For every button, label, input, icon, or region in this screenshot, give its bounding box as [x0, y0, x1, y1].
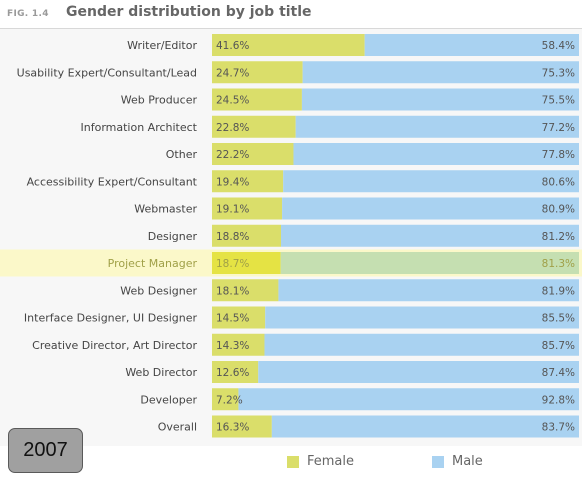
data-label-female-interface-designer-ui-designer: 14.5% — [216, 313, 249, 325]
bar-female-webmaster — [212, 197, 283, 220]
bar-male-creative-director-art-director — [264, 333, 579, 356]
data-label-male-accessibility-expert-consultant: 80.6% — [542, 176, 575, 188]
bar-male-web-producer — [301, 88, 579, 111]
bar-male-project-manager — [280, 252, 579, 274]
bar-female-interface-designer-ui-designer — [212, 306, 266, 329]
bar-female-accessibility-expert-consultant — [212, 170, 284, 193]
plot-area: Writer/Editor 41.6% 58.4% Usability Expert/… — [0, 29, 582, 446]
data-label-male-designer: 81.2% — [542, 231, 575, 243]
bar-male-interface-designer-ui-designer — [265, 306, 579, 329]
category-label-webmaster: Webmaster — [134, 203, 197, 216]
data-label-male-web-designer: 81.9% — [542, 285, 575, 297]
data-label-male-webmaster: 80.9% — [542, 204, 575, 216]
data-label-female-web-producer: 24.5% — [216, 95, 249, 107]
bar-male-webmaster — [282, 197, 579, 220]
bar-female-overall — [212, 415, 272, 438]
bar-male-web-director — [258, 361, 579, 383]
bar-female-developer — [212, 388, 239, 411]
data-label-male-developer: 92.8% — [542, 394, 575, 406]
data-label-male-writer-editor: 58.4% — [542, 40, 575, 52]
legend-label-female: Female — [307, 454, 355, 469]
bar-female-web-producer — [212, 88, 302, 111]
bar-male-web-designer — [278, 279, 579, 302]
data-label-female-usability-expert-consultant-lead: 24.7% — [216, 67, 249, 79]
bar-female-usability-expert-consultant-lead — [212, 61, 303, 84]
bar-female-other — [212, 143, 294, 165]
data-label-male-overall: 83.7% — [542, 422, 575, 434]
data-label-female-designer: 18.8% — [216, 231, 249, 243]
category-label-accessibility-expert-consultant: Accessibility Expert/Consultant — [27, 175, 198, 188]
data-label-female-writer-editor: 41.6% — [216, 40, 249, 52]
bar-male-information-architect — [295, 115, 579, 138]
data-label-female-creative-director-art-director: 14.3% — [216, 340, 249, 352]
data-label-female-developer: 7.2% — [216, 394, 243, 406]
data-label-male-information-architect: 77.2% — [542, 122, 575, 134]
bar-male-accessibility-expert-consultant — [283, 170, 579, 193]
data-label-female-webmaster: 19.1% — [216, 204, 249, 216]
bar-male-other — [293, 143, 579, 165]
legend-swatch-female — [287, 456, 299, 468]
category-label-project-manager: Project Manager — [108, 257, 198, 270]
category-label-writer-editor: Writer/Editor — [127, 39, 197, 52]
data-label-female-project-manager: 18.7% — [216, 258, 249, 270]
category-label-other: Other — [166, 148, 198, 161]
bar-female-designer — [212, 224, 281, 247]
bar-male-overall — [271, 415, 579, 438]
bar-male-usability-expert-consultant-lead — [302, 61, 579, 84]
chart-title: Gender distribution by job title — [66, 4, 312, 20]
category-label-interface-designer-ui-designer: Interface Designer, UI Designer — [24, 312, 198, 325]
bar-male-designer — [280, 224, 579, 247]
data-label-male-web-producer: 75.5% — [542, 95, 575, 107]
legend-item-female: Female — [287, 454, 367, 470]
category-label-designer: Designer — [148, 230, 198, 243]
data-label-female-accessibility-expert-consultant: 19.4% — [216, 176, 249, 188]
data-label-female-overall: 16.3% — [216, 422, 249, 434]
bar-male-writer-editor — [364, 34, 579, 56]
data-label-male-project-manager: 81.3% — [542, 258, 575, 270]
category-label-web-director: Web Director — [125, 366, 197, 379]
data-label-female-other: 22.2% — [216, 149, 249, 161]
category-label-web-producer: Web Producer — [121, 94, 198, 107]
legend-label-male: Male — [452, 454, 483, 469]
bar-female-creative-director-art-director — [212, 333, 265, 356]
bar-male-developer — [238, 388, 579, 411]
bar-female-writer-editor — [212, 34, 365, 56]
category-label-developer: Developer — [140, 393, 197, 406]
data-label-male-interface-designer-ui-designer: 85.5% — [542, 313, 575, 325]
figure-header: FIG. 1.4 Gender distribution by job titl… — [0, 0, 582, 29]
data-label-female-web-designer: 18.1% — [216, 285, 249, 297]
figure-number: FIG. 1.4 — [7, 9, 49, 19]
data-label-male-other: 77.8% — [542, 149, 575, 161]
category-label-overall: Overall — [158, 421, 197, 434]
bar-female-project-manager — [212, 252, 281, 274]
data-label-male-web-director: 87.4% — [542, 367, 575, 379]
legend-item-male: Male — [432, 454, 502, 470]
data-label-female-information-architect: 22.8% — [216, 122, 249, 134]
year-badge: 2007 — [8, 428, 83, 473]
bar-female-web-designer — [212, 279, 279, 302]
legend-swatch-male — [432, 456, 444, 468]
data-label-male-usability-expert-consultant-lead: 75.3% — [542, 67, 575, 79]
category-label-usability-expert-consultant-lead: Usability Expert/Consultant/Lead — [17, 66, 197, 79]
category-label-creative-director-art-director: Creative Director, Art Director — [32, 339, 197, 352]
data-label-female-web-director: 12.6% — [216, 367, 249, 379]
category-label-information-architect: Information Architect — [81, 121, 198, 134]
bar-female-information-architect — [212, 115, 296, 138]
category-label-web-designer: Web Designer — [120, 284, 197, 297]
data-label-male-creative-director-art-director: 85.7% — [542, 340, 575, 352]
bar-chart: Writer/Editor 41.6% 58.4% Usability Expert/… — [0, 34, 582, 438]
bar-female-web-director — [212, 361, 259, 383]
